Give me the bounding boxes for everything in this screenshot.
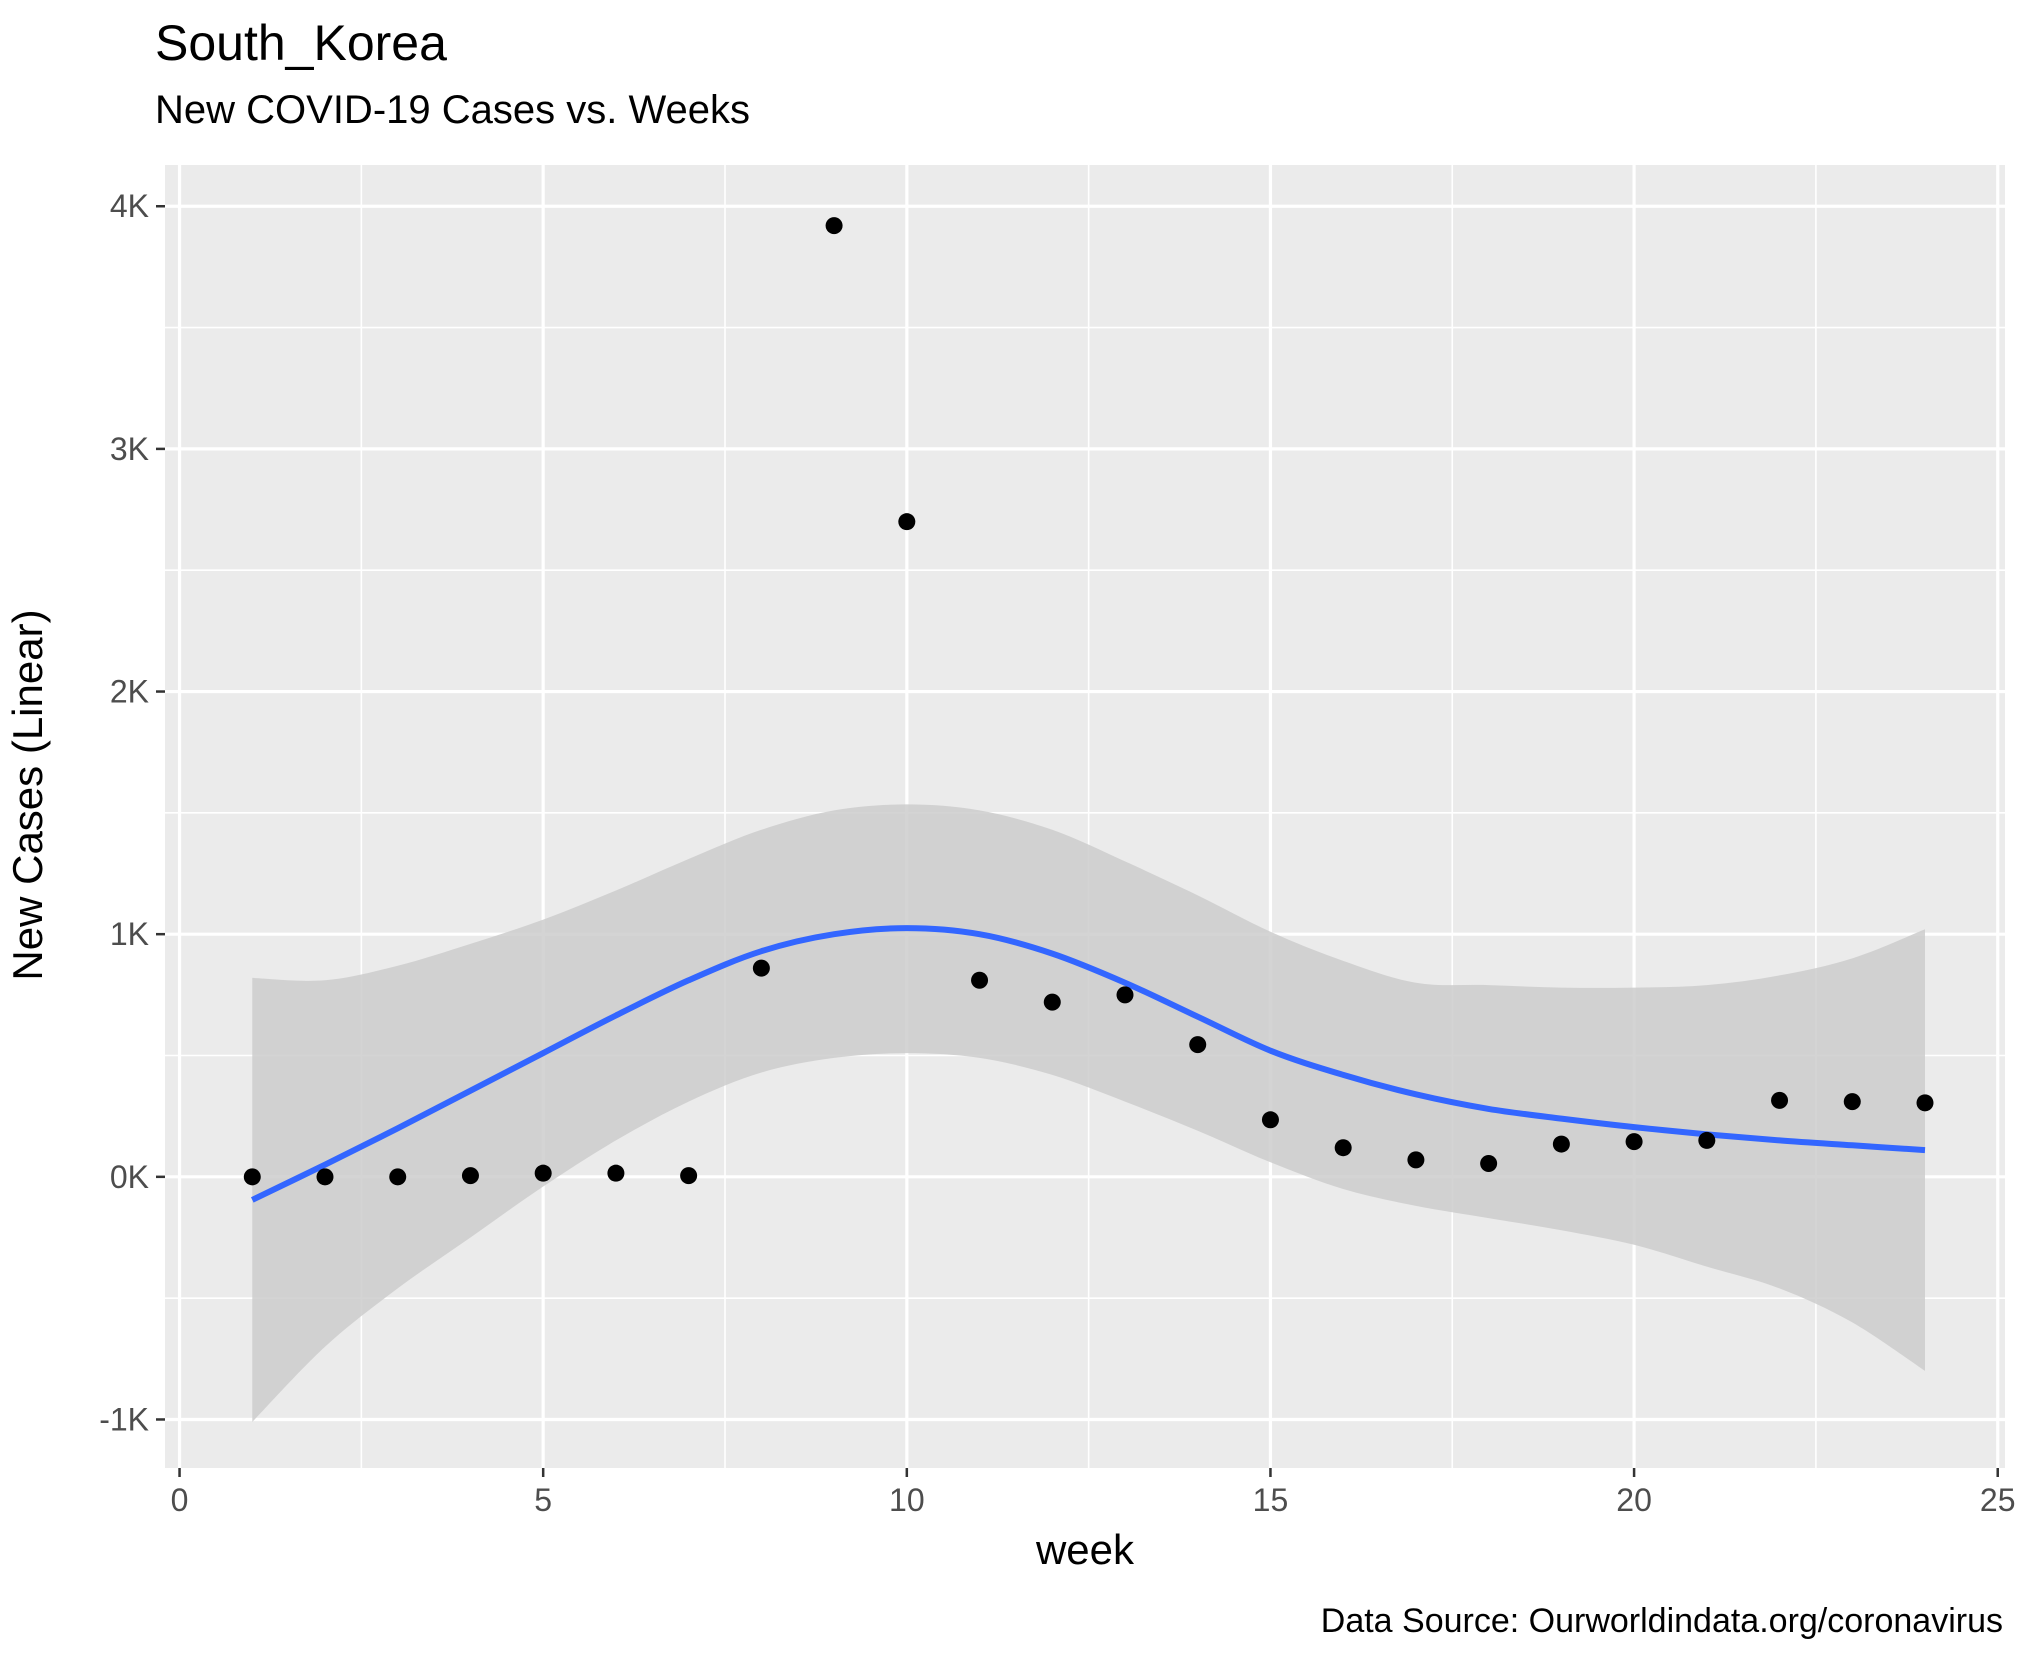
data-point: [1334, 1139, 1352, 1157]
data-point: [1043, 993, 1061, 1011]
chart-subtitle: New COVID-19 Cases vs. Weeks: [155, 88, 750, 132]
data-point: [752, 959, 770, 977]
chart-title: South_Korea: [155, 15, 447, 71]
data-point: [1552, 1135, 1570, 1153]
x-tick-label: 25: [1980, 1482, 2016, 1518]
data-point: [1407, 1151, 1425, 1169]
y-axis-label: New Cases (Linear): [4, 609, 51, 981]
data-point: [607, 1164, 625, 1182]
x-tick-label: 5: [534, 1482, 552, 1518]
x-tick-label: 10: [889, 1482, 925, 1518]
data-point: [534, 1164, 552, 1182]
data-point: [243, 1168, 261, 1186]
x-axis: 0 5 10 15 20 25: [171, 1468, 2016, 1518]
y-tick-label: 0K: [110, 1159, 149, 1195]
y-tick-label: 1K: [110, 916, 149, 952]
data-point: [825, 217, 843, 235]
data-points: [243, 217, 1934, 1186]
x-axis-label: week: [1035, 1526, 1135, 1573]
data-point: [1698, 1131, 1716, 1149]
data-point: [461, 1167, 479, 1185]
x-tick-label: 20: [1616, 1482, 1652, 1518]
data-point: [1261, 1111, 1279, 1129]
data-point: [1916, 1094, 1934, 1112]
y-axis: -1K 0K 1K 2K 3K 4K: [99, 188, 165, 1437]
data-point: [680, 1167, 698, 1185]
data-point: [316, 1168, 334, 1186]
y-tick-label: 4K: [110, 188, 149, 224]
smooth-fit-line: [250, 925, 1926, 1203]
confidence-band: [252, 804, 1925, 1422]
y-tick-label: -1K: [99, 1401, 149, 1437]
data-source-caption: Data Source: Ourworldindata.org/coronavi…: [1320, 1602, 2003, 1640]
x-tick-label: 0: [171, 1482, 189, 1518]
data-point: [971, 971, 989, 989]
data-point: [1843, 1093, 1861, 1111]
data-point: [389, 1168, 407, 1186]
data-point: [1189, 1036, 1207, 1054]
data-point: [1771, 1091, 1789, 1109]
data-point: [898, 513, 916, 531]
y-tick-label: 3K: [110, 431, 149, 467]
x-tick-label: 15: [1253, 1482, 1289, 1518]
data-point: [1116, 986, 1134, 1004]
data-point: [1625, 1133, 1643, 1151]
y-tick-label: 2K: [110, 674, 149, 710]
data-point: [1480, 1154, 1498, 1172]
